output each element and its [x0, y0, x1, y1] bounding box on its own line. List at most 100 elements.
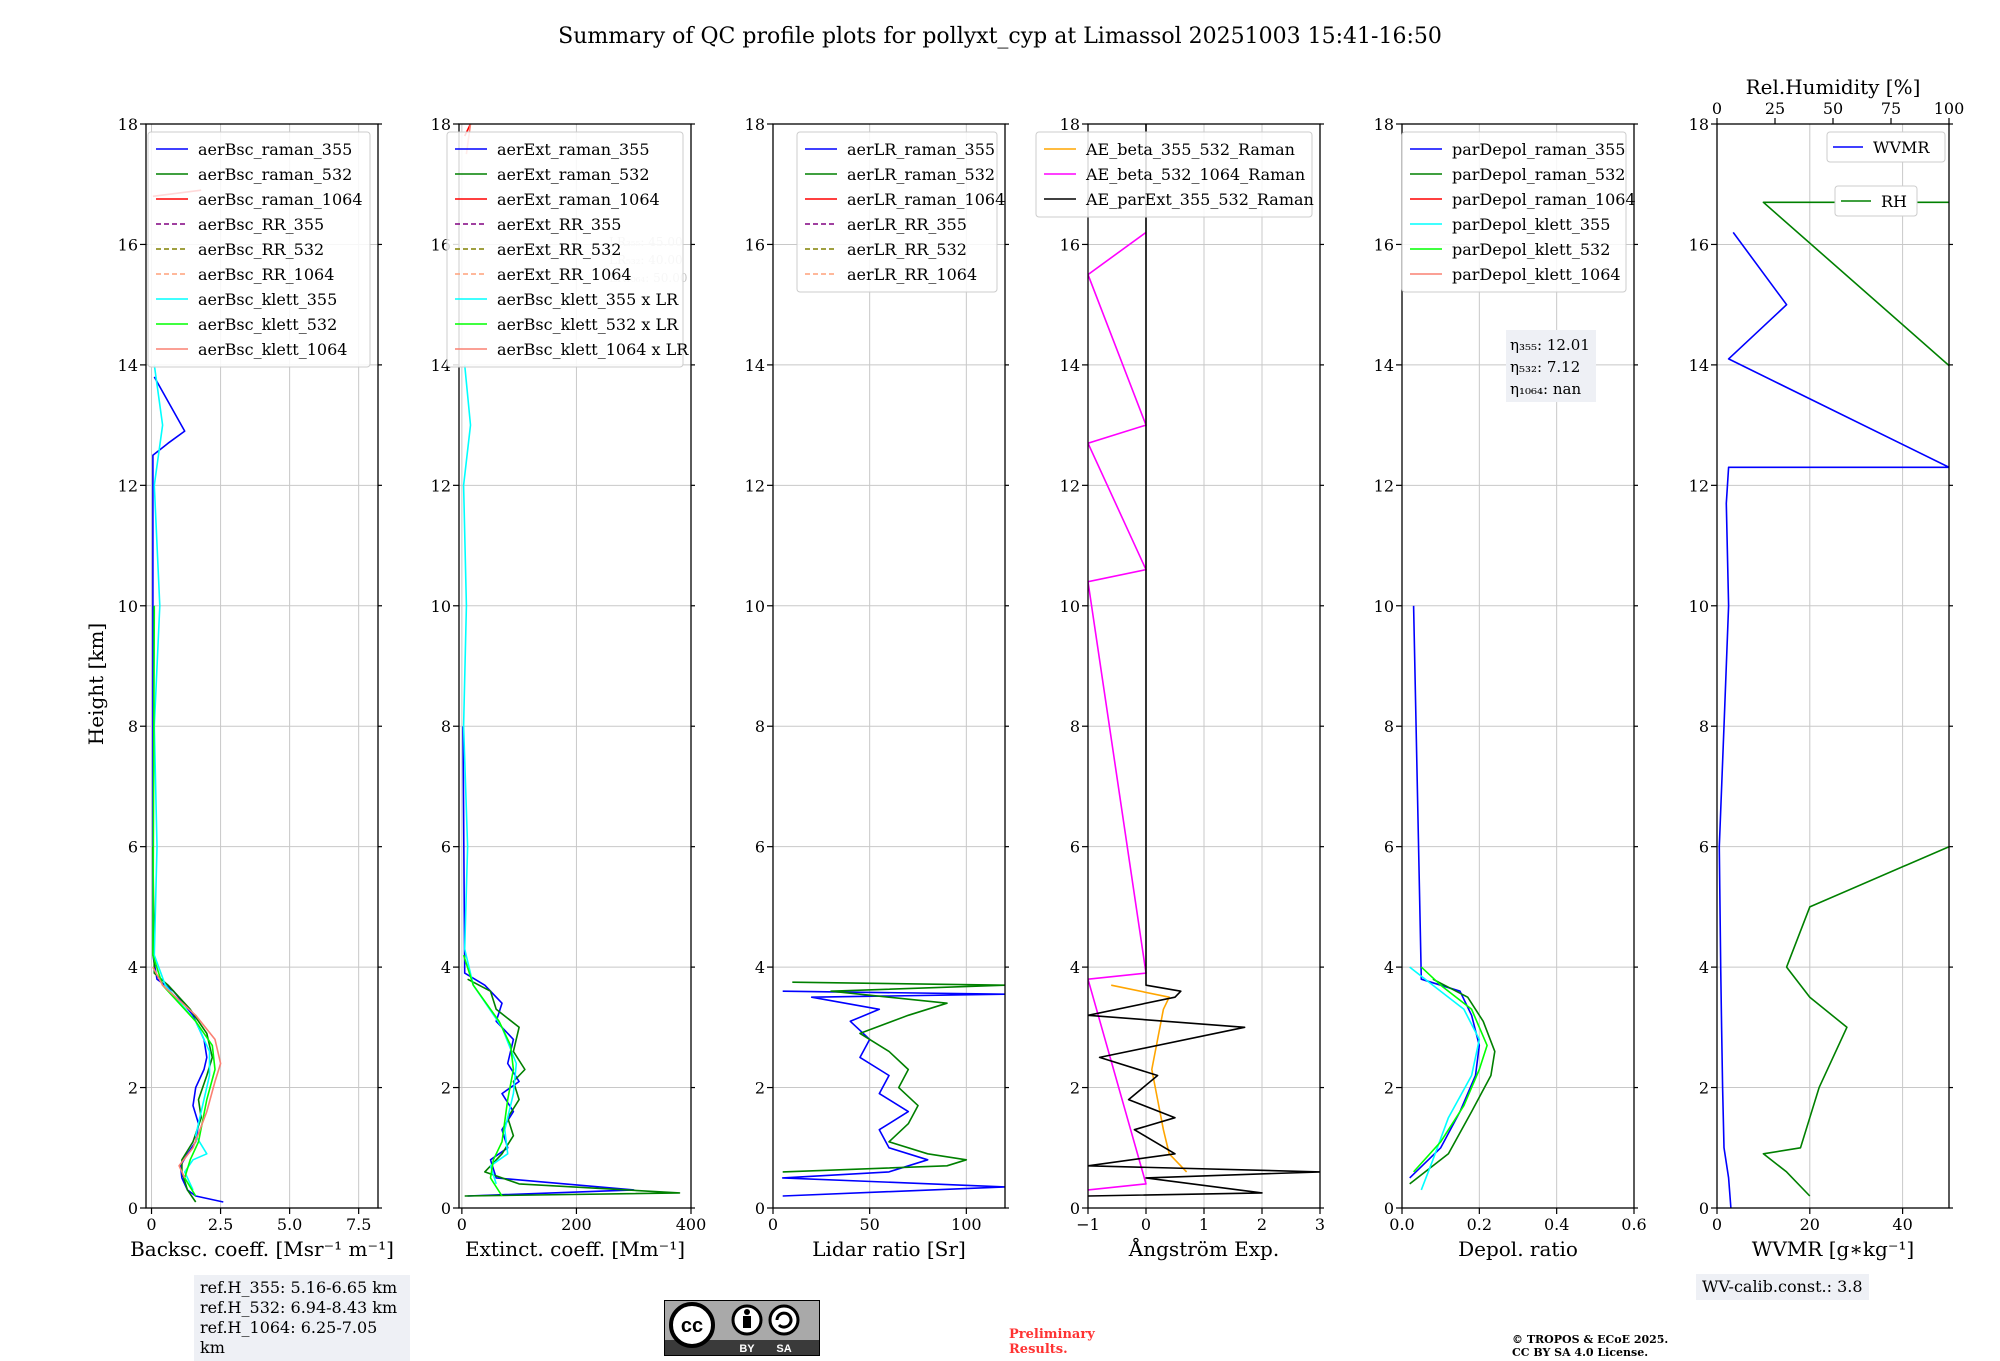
x-axis-label: Depol. ratio	[1458, 1237, 1578, 1261]
series-line-aerlr-raman-355	[781, 990, 1005, 1197]
x-tick-label: 0	[1141, 1215, 1151, 1234]
series-group	[1088, 124, 1320, 1197]
series-group	[1718, 201, 1949, 1208]
share-alike-icon	[768, 1304, 800, 1336]
x-axis-label: Backsc. coeff. [Msr⁻¹ m⁻¹]	[130, 1237, 394, 1261]
axes-frame	[1401, 123, 1635, 1209]
x-tick-label: 0	[457, 1215, 467, 1234]
legend-label: aerBsc_klett_355	[198, 290, 337, 309]
legend-label: aerLR_raman_532	[847, 165, 995, 184]
series-line-aerlr-raman-532	[782, 981, 1005, 1173]
x-tick-label: 20	[1800, 1215, 1820, 1234]
y-tick-label: 0	[1384, 1199, 1394, 1218]
y-tick-label: 2	[1699, 1079, 1709, 1098]
series-group	[1409, 605, 1496, 1191]
y-tick-label: 16	[1060, 235, 1080, 254]
y-tick-label: 6	[128, 838, 138, 857]
y-tick-label: 12	[118, 476, 138, 495]
x-axis-label: WVMR [g∗kg⁻¹]	[1752, 1237, 1914, 1261]
y-tick-label: 2	[1384, 1079, 1394, 1098]
y-tick-label: 8	[1699, 717, 1709, 736]
series-line-aerbsc-klett-355	[153, 364, 211, 1191]
badge-sa-label: SA	[776, 1343, 791, 1355]
y-tick-label: 16	[1689, 235, 1709, 254]
y-tick-label: 10	[118, 597, 138, 616]
legend-label: aerBsc_raman_532	[198, 165, 352, 184]
x-axis-label: Ångström Exp.	[1128, 1236, 1279, 1261]
legend-box	[446, 131, 684, 368]
panel-lidar_ratio: 0 50 100 0 2 4 6 8 10 12 14 16 18 Lidar ratio [Sr] aer…	[745, 115, 1009, 1261]
x-tick-label: 1	[1199, 1215, 1209, 1234]
legend-label: parDepol_klett_355	[1452, 215, 1610, 234]
legend-box	[147, 131, 371, 368]
x-tick-label: 0	[1712, 1215, 1722, 1234]
badge-by-label: BY	[739, 1343, 755, 1355]
legend-label: aerLR_RR_532	[847, 240, 967, 259]
axes-frame	[772, 123, 1006, 1209]
series-line-pardepol-raman-355	[1409, 605, 1481, 1179]
y-tick-label: 6	[1699, 838, 1709, 857]
y-axis-label: Height [km]	[84, 623, 108, 745]
cc-icon-text: cc	[681, 1315, 703, 1337]
y-tick-label: 6	[1070, 838, 1080, 857]
x-tick-label: 50	[859, 1215, 879, 1234]
legend-label: aerLR_RR_1064	[847, 265, 977, 284]
legend-label: aerBsc_raman_355	[198, 140, 352, 159]
legend-label: aerBsc_raman_1064	[198, 190, 363, 209]
x-tick-label: 0	[146, 1215, 156, 1234]
y-tick-label: 10	[1689, 597, 1709, 616]
y-tick-label: 4	[755, 958, 765, 977]
y-tick-label: 16	[745, 235, 765, 254]
legend-label: AE_parExt_355_532_Raman	[1085, 190, 1314, 209]
y-tick-label: 2	[755, 1079, 765, 1098]
series-line-aerbsc-raman-532	[152, 846, 214, 1203]
copyright-note: © TROPOS & ECoE 2025. CC BY SA 4.0 Licen…	[1512, 1333, 1668, 1359]
legend-label: RH	[1881, 192, 1907, 211]
x-tick-label: 0.4	[1544, 1215, 1569, 1234]
legend-label: aerExt_RR_532	[497, 240, 621, 259]
y-tick-label: 12	[745, 476, 765, 495]
legend-label: aerExt_raman_355	[497, 140, 650, 159]
y-tick-label: 2	[441, 1079, 451, 1098]
y-tick-label: 6	[441, 838, 451, 857]
y-tick-label: 2	[128, 1079, 138, 1098]
top-x-tick-label: 100	[1934, 99, 1965, 118]
wv-calibration-box: WV-calib.const.: 3.8	[1696, 1274, 1869, 1300]
ref-height-532: ref.H_532: 6.94-8.43 km	[200, 1298, 398, 1317]
legend-label: aerLR_raman_355	[847, 140, 995, 159]
y-tick-label: 12	[1689, 476, 1709, 495]
x-tick-label: 400	[676, 1215, 707, 1234]
x-tick-label: 0.0	[1389, 1215, 1414, 1234]
x-tick-label: 2	[1257, 1215, 1267, 1234]
y-tick-label: 14	[1060, 356, 1080, 375]
series-line-aerbsc-klett-1064	[152, 966, 222, 1179]
legend-label: aerBsc_RR_355	[198, 215, 324, 234]
series-line-ae-beta-355-532-raman	[1111, 984, 1188, 1173]
y-tick-label: 0	[441, 1199, 451, 1218]
panel-extinction: 0 200 400 0 2 4 6 8 10 12 14 16 18 Extinct. coeff. [M…	[431, 115, 707, 1261]
axes-frame	[145, 123, 379, 1209]
y-tick-label: 0	[1070, 1199, 1080, 1218]
legend-label: aerLR_raman_1064	[847, 190, 1005, 209]
legend-label: parDepol_raman_1064	[1452, 190, 1636, 209]
y-tick-label: 12	[1374, 476, 1394, 495]
y-tick-label: 4	[1070, 958, 1080, 977]
y-tick-label: 8	[128, 717, 138, 736]
top-x-tick-label: 25	[1765, 99, 1785, 118]
legend-label: aerExt_raman_1064	[497, 190, 660, 209]
x-tick-label: 40	[1892, 1215, 1912, 1234]
axes-frame	[1716, 123, 1950, 1209]
legend-label: parDepol_raman_355	[1452, 140, 1625, 159]
series-line-aerbsc-klett-532	[152, 605, 216, 1197]
cc-by-sa-badge: cc BY SA	[664, 1300, 820, 1356]
y-tick-label: 8	[755, 717, 765, 736]
series-group	[781, 981, 1005, 1197]
y-tick-label: 14	[1689, 356, 1709, 375]
legend-label: AE_beta_532_1064_Raman	[1085, 165, 1305, 184]
x-tick-label: 200	[561, 1215, 592, 1234]
legend-label: parDepol_klett_532	[1452, 240, 1610, 259]
y-tick-label: 16	[1374, 235, 1394, 254]
